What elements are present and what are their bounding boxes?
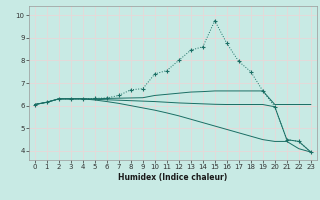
X-axis label: Humidex (Indice chaleur): Humidex (Indice chaleur) [118, 173, 228, 182]
